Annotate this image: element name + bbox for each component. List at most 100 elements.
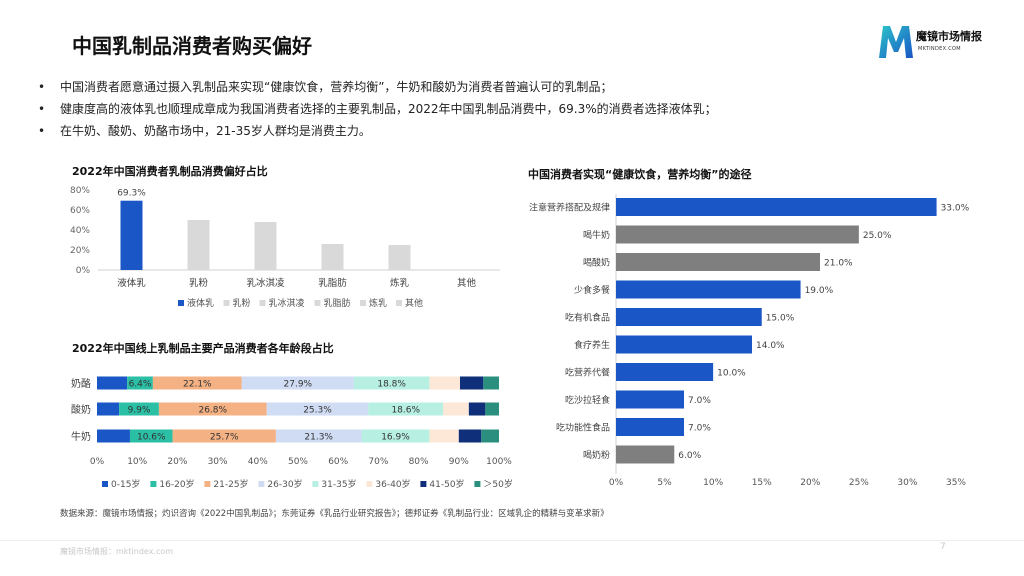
logo-subtext: MKTINDEX.COM [918,46,961,52]
logo-icon [879,26,913,58]
x-tick-label: 20% [800,478,820,488]
stacked-segment [266,402,369,416]
data-label: 7.0% [688,424,711,434]
segment-label: 27.9% [284,380,313,390]
bar [616,198,937,216]
segment-label: 6.4% [129,380,152,390]
stacked-segment [97,376,128,390]
segment-label: 18.8% [377,380,406,390]
data-label: 6.0% [678,451,701,461]
bar [254,222,277,270]
stacked-segment [129,429,173,443]
stacked-segment [353,376,430,390]
stacked-segment [97,429,130,443]
x-tick-label: 乳粉 [189,277,209,289]
chart3-title: 中国消费者实现“健康饮食，营养均衡”的途径 [528,168,752,181]
bullet-dot: • [38,124,46,138]
x-tick-label: 60% [328,457,348,467]
logo-text: 魔镜市场情报 [916,30,982,43]
bar [616,253,820,271]
y-category-label: 吃沙拉轻食 [565,394,610,406]
x-tick-label: 乳冰淇凌 [246,277,285,289]
bar [388,245,411,270]
y-category-label: 吃功能性食品 [556,422,610,434]
x-tick-label: 30% [897,478,917,488]
x-tick-label: 50% [288,457,308,467]
segment-label: 25.3% [303,406,332,416]
footer-website: 魔镜市场情报：mktindex.com [60,547,174,556]
bullet-dot: • [38,102,46,116]
stacked-segment [429,376,461,390]
y-tick-label: 80% [70,186,90,196]
x-tick-label: 80% [409,457,429,467]
logo: 魔镜市场情报 MKTINDEX.COM [876,22,1006,62]
segment-label: 26.8% [198,406,227,416]
data-label: 19.0% [805,286,834,296]
segment-label: 10.6% [137,433,166,443]
legend-swatch [178,300,184,306]
chart2-title: 2022年中国线上乳制品主要产品消费者各年龄段占比 [72,342,334,355]
bar [321,244,344,270]
y-category-label: 奶酪 [71,377,91,390]
y-category-label: 吃营养代餐 [565,367,610,379]
legend-swatch [312,481,319,487]
legend-swatch [204,481,211,487]
y-category-label: 食疗养生 [574,339,610,351]
legend-label: 0-15岁 [111,478,140,490]
data-label: 7.0% [688,396,711,406]
bar [616,390,684,409]
legend-label: 41-50岁 [429,478,464,490]
y-category-label: 酸奶 [71,403,91,416]
stacked-segment [468,402,486,416]
y-tick-label: 40% [70,226,90,236]
stacked-segment [127,376,153,390]
x-tick-label: 90% [449,457,469,467]
x-tick-label: 20% [167,457,187,467]
footer-divider [0,540,1024,541]
y-tick-label: 0% [76,266,91,276]
legend-swatch [474,481,481,487]
stacked-segment [368,402,444,416]
x-tick-label: 液体乳 [117,277,146,289]
segment-label: 22.1% [183,380,212,390]
segment-label: 18.6% [391,406,420,416]
bar [187,220,210,270]
y-category-label: 少食多餐 [574,284,610,296]
stacked-segment [485,402,499,416]
bullet-text: 中国消费者愿意通过摄入乳制品来实现“健康饮食，营养均衡”，牛奶和酸奶为消费者普遍… [60,80,613,94]
stacked-segment [443,402,469,416]
bullet-item: • 中国消费者愿意通过摄入乳制品来实现“健康饮食，营养均衡”，牛奶和酸奶为消费者普… [38,76,998,98]
x-tick-label: 40% [248,457,268,467]
data-label: 14.0% [756,341,785,351]
x-tick-label: 10% [703,478,723,488]
page-number: 7 [940,542,946,552]
age-stacked-bar-chart: 奶酪 6.4% 22.1% 27.9% 18.8% 酸奶 9.9% 26.8% 25.3% 18.… [71,376,513,490]
x-tick-label: 乳脂肪 [318,277,347,289]
chart1-title: 2022年中国消费者乳制品消费偏好占比 [72,165,268,178]
data-label: 25.0% [863,231,892,241]
stacked-segment [460,376,484,390]
stacked-segment [97,402,120,416]
data-label: 21.0% [824,259,853,269]
legend-label: 21-25岁 [213,478,248,490]
y-category-label: 吃有机食品 [565,312,610,324]
segment-label: 9.9% [128,406,151,416]
y-category-label: 喝酸奶 [583,257,610,269]
legend-label: 其他 [405,297,423,309]
legend-swatch [420,481,427,487]
x-tick-label: 10% [127,457,147,467]
segment-label: 21.3% [304,433,333,443]
legend-label: 炼乳 [369,297,387,309]
segment-label: 25.7% [210,433,239,443]
y-category-label: 喝奶粉 [583,449,610,461]
x-tick-label: 35% [946,478,966,488]
bar [616,418,684,436]
stacked-segment [361,429,430,443]
legend-swatch [259,300,266,306]
bullet-item: • 在牛奶、酸奶、奶酪市场中，21-35岁人群均是消费主力。 [38,120,998,142]
x-tick-label: 0% [609,478,624,488]
y-category-label: 喝牛奶 [583,229,610,241]
x-tick-label: 30% [208,457,228,467]
bar [616,335,752,354]
x-tick-label: 100% [486,457,512,467]
